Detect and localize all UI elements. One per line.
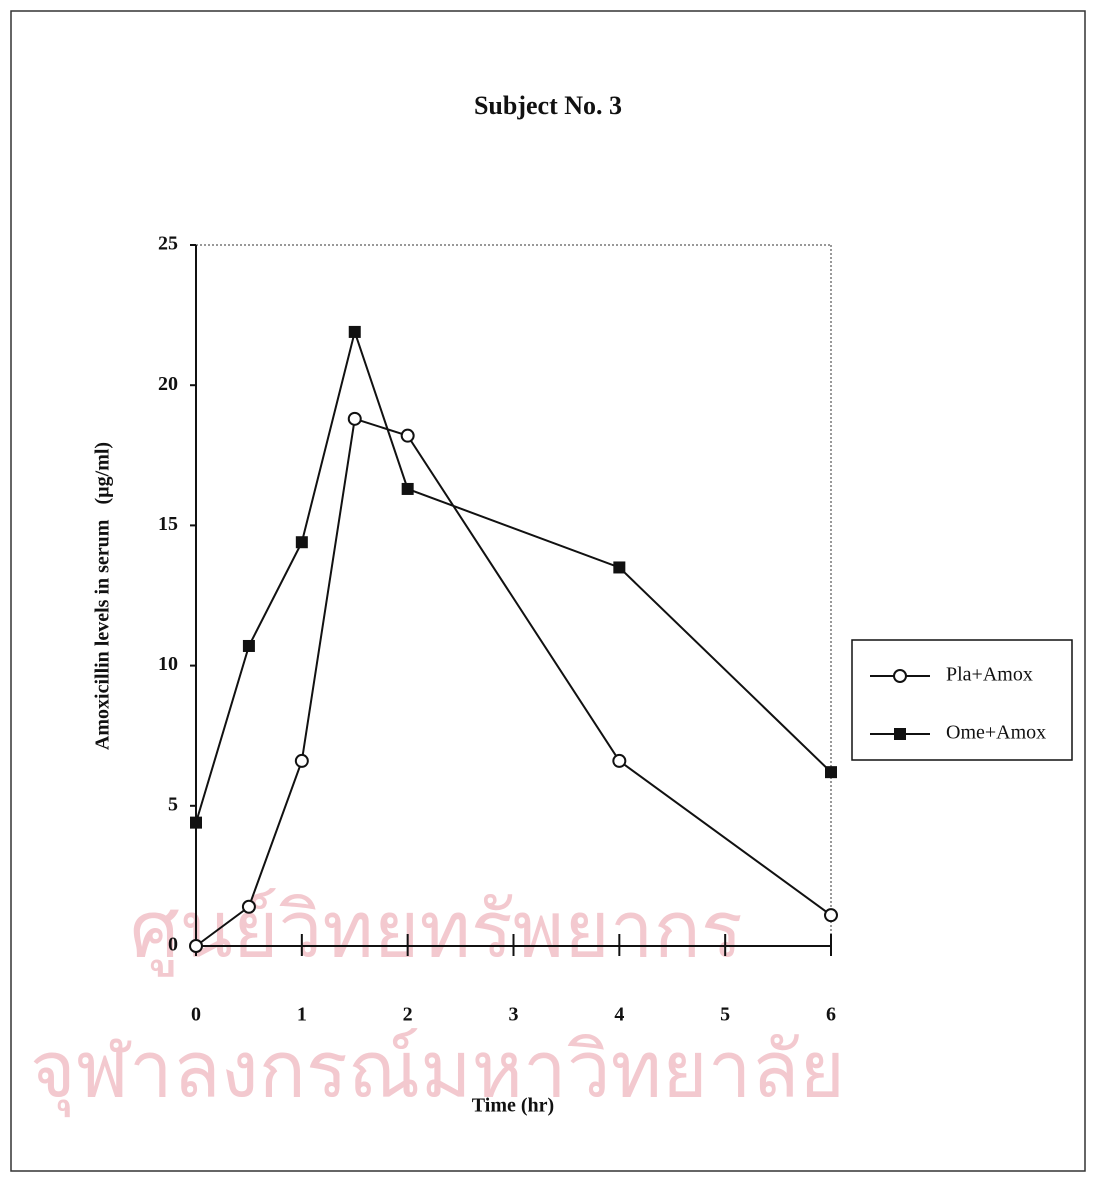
series-line [196,419,831,946]
y-tick-label: 10 [158,653,178,675]
data-point [402,483,414,495]
y-axis-label: Amoxicillin levels in serum (µg/ml) [92,442,114,750]
data-point [825,766,837,778]
y-tick-label: 20 [158,373,178,395]
x-tick-label: 3 [509,1004,519,1026]
y-tick-label: 5 [168,793,178,815]
x-tick-label: 4 [614,1004,624,1026]
data-point [296,536,308,548]
page-border [11,11,1085,1171]
series-line [196,332,831,823]
data-point [402,430,414,442]
legend-marker [894,728,906,740]
legend-label: Pla+Amox [946,664,1033,686]
y-tick-label: 25 [158,233,178,255]
data-point [296,755,308,767]
data-point [243,901,255,913]
legend-label: Ome+Amox [946,722,1046,744]
chart-title: Subject No. 3 [474,91,622,120]
chart: ศูนย์วิทยทรัพยากร จุฬาลงกรณ์มหาวิทยาลัย … [0,0,1096,1179]
x-tick-label: 6 [826,1004,836,1026]
y-tick-label: 15 [158,513,178,535]
data-point [349,413,361,425]
data-point [190,940,202,952]
data-point [349,326,361,338]
watermark: ศูนย์วิทยทรัพยากร [130,885,743,976]
x-tick-label: 0 [191,1004,201,1026]
legend-marker [894,670,906,682]
x-axis-label: Time (hr) [472,1095,554,1117]
data-point [613,755,625,767]
x-tick-label: 5 [720,1004,730,1026]
x-tick-label: 2 [403,1004,413,1026]
x-tick-label: 1 [297,1004,307,1026]
data-point [613,561,625,573]
data-point [825,909,837,921]
watermark: จุฬาลงกรณ์มหาวิทยาลัย [30,1025,845,1117]
data-point [190,817,202,829]
data-point [243,640,255,652]
y-tick-label: 0 [168,934,178,956]
